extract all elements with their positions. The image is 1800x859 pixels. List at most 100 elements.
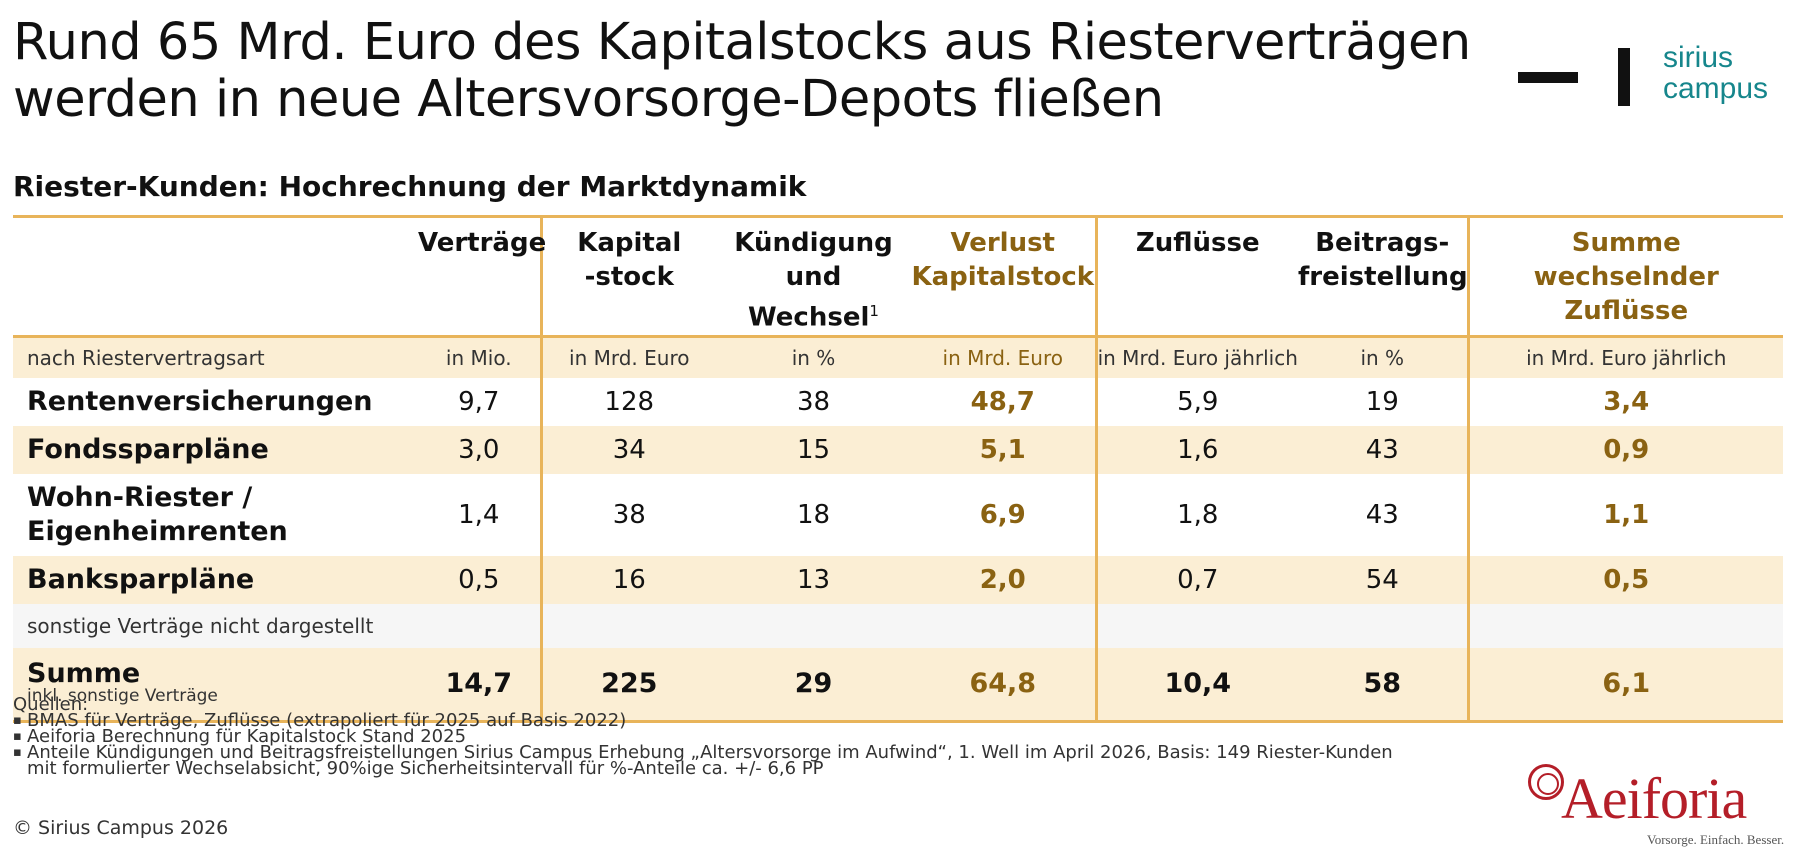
- cell-exemption: 43: [1298, 425, 1468, 474]
- header-exemption-line-1: Beitrags-: [1315, 228, 1450, 258]
- aeiforia-claim: Vorsorge. Einfach. Besser.: [1647, 832, 1785, 847]
- unit-label: nach Riestervertragsart: [13, 334, 418, 378]
- row-label: Fondssparpläne: [13, 425, 418, 474]
- table-row: Rentenversicherungen 9,7 128 38 48,7 5,9…: [13, 377, 1783, 426]
- cell-inflows: 0,7: [1094, 555, 1298, 604]
- header-capital-loss: Verlust Kapitalstock: [911, 215, 1096, 337]
- header-capital-stock: Kapital -stock: [539, 215, 716, 337]
- sum-cancellation: 29: [716, 647, 911, 723]
- header-contribution-exemption: Beitrags-freistellung: [1298, 215, 1468, 337]
- cell-capital-stock: 16: [539, 555, 716, 604]
- cell-sum-inflows: 0,5: [1466, 555, 1783, 604]
- unit-capital-loss: in Mrd. Euro: [911, 334, 1096, 378]
- header-exemption-line-2: freistellung: [1298, 262, 1468, 292]
- cell-capital-loss: 6,9: [911, 473, 1096, 556]
- header-loss-line-2: Kapitalstock: [911, 262, 1095, 292]
- header-loss-line-1: Verlust: [950, 228, 1055, 258]
- header-inflows: Zuflüsse: [1094, 215, 1298, 337]
- unit-exemption: in %: [1298, 334, 1468, 378]
- empty-cell: [1094, 603, 1298, 648]
- sum-inflows: 10,4: [1094, 647, 1298, 723]
- unit-inflows: in Mrd. Euro jährlich: [1094, 334, 1298, 378]
- table-row: Fondssparpläne 3,0 34 15 5,1 1,6 43 0,9: [13, 425, 1783, 474]
- table-row: Wohn-Riester / Eigenheimrenten 1,4 38 18 …: [13, 473, 1783, 556]
- cell-cancellation: 15: [716, 425, 911, 474]
- row-label: Wohn-Riester / Eigenheimrenten: [13, 473, 418, 556]
- cell-cancellation: 18: [716, 473, 911, 556]
- cell-capital-loss: 5,1: [911, 425, 1096, 474]
- header-sum-inflows: Summe wechselnder Zuflüsse: [1466, 215, 1783, 337]
- cell-contracts: 1,4: [418, 473, 541, 556]
- cell-sum-inflows: 0,9: [1466, 425, 1783, 474]
- source-item: Aeiforia Berechnung für Kapitalstock Sta…: [13, 728, 1427, 746]
- header-cancellation-line-2: und Wechsel1: [716, 260, 911, 335]
- aeiforia-wordmark: Aeiforia: [1561, 766, 1747, 831]
- sum-capital-loss: 64,8: [911, 647, 1096, 723]
- header-sum-line-1: Summe: [1571, 228, 1681, 258]
- cell-sum-inflows: 1,1: [1466, 473, 1783, 556]
- cell-capital-loss: 2,0: [911, 555, 1096, 604]
- empty-cell: [1298, 603, 1468, 648]
- sum-exemption: 58: [1298, 647, 1468, 723]
- header-cell-label: [13, 215, 418, 337]
- sirius-campus-logo: sirius campus: [1518, 38, 1798, 118]
- sum-contracts: 14,7: [418, 647, 541, 723]
- empty-cell: [1466, 603, 1783, 648]
- header-contracts-line-1: Verträge: [418, 228, 547, 258]
- cell-sum-inflows: 3,4: [1466, 377, 1783, 426]
- cell-capital-stock: 38: [539, 473, 716, 556]
- logo-word-2: campus: [1663, 72, 1769, 105]
- row-label: Banksparpläne: [13, 555, 418, 604]
- page-title: Rund 65 Mrd. Euro des Kapitalstocks aus …: [13, 14, 1471, 128]
- sources-block: Quellen: BMAS für Verträge, Zuflüsse (ex…: [13, 694, 1427, 778]
- cell-capital-stock: 128: [539, 377, 716, 426]
- cell-inflows: 5,9: [1094, 377, 1298, 426]
- aeiforia-logo: Aeiforia Vorsorge. Einfach. Besser.: [1525, 760, 1790, 855]
- unit-contracts: in Mio.: [418, 334, 541, 378]
- header-contracts: Verträge: [418, 215, 547, 337]
- cell-contracts: 3,0: [418, 425, 541, 474]
- cell-exemption: 43: [1298, 473, 1468, 556]
- sum-label-text: Summe: [27, 658, 141, 690]
- cell-inflows: 1,6: [1094, 425, 1298, 474]
- other-contracts-row: sonstige Verträge nicht dargestellt: [13, 603, 1783, 648]
- sources-heading: Quellen:: [13, 694, 89, 715]
- source-item: BMAS für Verträge, Zuflüsse (extrapolier…: [13, 712, 1427, 730]
- sum-sum-inflows: 6,1: [1466, 647, 1783, 723]
- header-inflows-line-1: Zuflüsse: [1135, 228, 1260, 258]
- cell-contracts: 0,5: [418, 555, 541, 604]
- units-row: nach Riestervertragsart in Mio. in Mrd. …: [13, 334, 1783, 378]
- market-dynamics-table: Verträge Kapital -stock Kündigung und Wech…: [13, 215, 1783, 723]
- header-row: Verträge Kapital -stock Kündigung und Wech…: [13, 215, 1783, 337]
- cell-exemption: 54: [1298, 555, 1468, 604]
- copyright: © Sirius Campus 2026: [13, 817, 229, 839]
- cell-capital-stock: 34: [539, 425, 716, 474]
- sum-sublabel: inkl. sonstige Verträge: [27, 686, 218, 707]
- header-cancellation-text: und Wechsel: [748, 262, 870, 333]
- table-subtitle: Riester-Kunden: Hochrechnung der Marktdy…: [13, 170, 807, 203]
- aeiforia-swirl-icon: [1528, 764, 1564, 800]
- row-label: Rentenversicherungen: [13, 377, 418, 426]
- footnote-marker: 1: [869, 302, 879, 320]
- unit-sum-inflows: in Mrd. Euro jährlich: [1466, 334, 1783, 378]
- empty-cell: [539, 603, 716, 648]
- header-capital-line-1: Kapital: [577, 228, 682, 258]
- header-cancellation-line-1: Kündigung: [734, 228, 893, 258]
- empty-cell: [716, 603, 911, 648]
- table-row: Banksparpläne 0,5 16 13 2,0 0,7 54 0,5: [13, 555, 1783, 604]
- cell-inflows: 1,8: [1094, 473, 1298, 556]
- logo-dash-mark: [1518, 72, 1578, 83]
- source-item: Anteile Kündigungen und Beitragsfreistel…: [13, 744, 1427, 778]
- header-cancellation: Kündigung und Wechsel1: [716, 215, 911, 337]
- cell-contracts: 9,7: [418, 377, 541, 426]
- cell-cancellation: 38: [716, 377, 911, 426]
- cell-capital-loss: 48,7: [911, 377, 1096, 426]
- row-label-line-1: Wohn-Riester /: [27, 481, 253, 513]
- header-capital-line-2: -stock: [584, 262, 674, 292]
- logo-bar-mark: [1618, 48, 1630, 106]
- logo-wordmark: sirius campus: [1663, 42, 1768, 104]
- unit-capital-stock: in Mrd. Euro: [539, 334, 716, 378]
- page-title-line-2: werden in neue Altersvorsorge-Depots fli…: [13, 70, 1164, 129]
- empty-cell: [418, 603, 541, 648]
- cell-cancellation: 13: [716, 555, 911, 604]
